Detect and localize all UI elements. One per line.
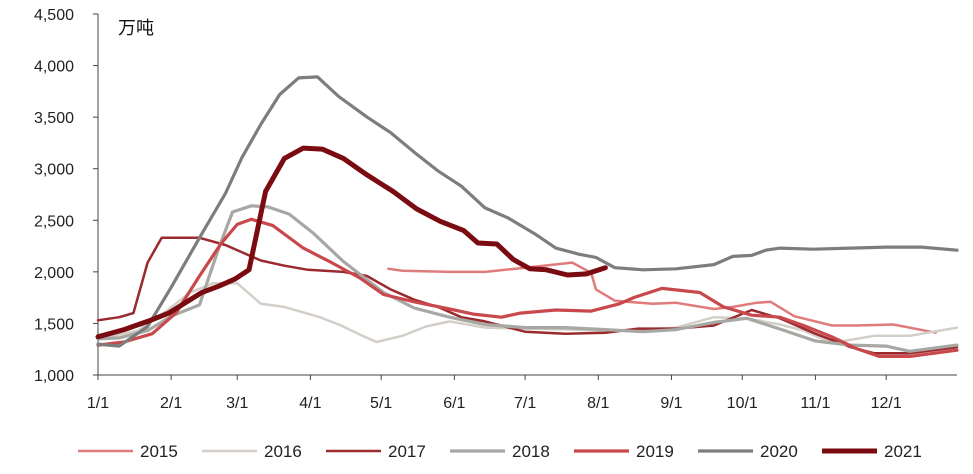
series-line-2018 [96, 204, 959, 353]
x-tick-label: 7/1 [514, 395, 536, 412]
y-axis: 1,000 1,500 2,000 2,500 3,000 3,500 4,000 4,500 [34, 7, 99, 385]
y-tick-label: 3,000 [34, 162, 74, 179]
y-tick-label: 2,500 [34, 213, 74, 230]
legend-item-2015: 2015 [78, 442, 178, 461]
y-tick-label: 1,000 [34, 368, 74, 385]
y-tick-label: 1,500 [34, 316, 74, 333]
x-tick-label: 10/1 [727, 395, 758, 412]
x-tick-label: 2/1 [160, 395, 182, 412]
y-tick-label: 4,500 [34, 7, 74, 24]
x-tick-label: 1/1 [87, 395, 109, 412]
x-axis: 1/1 2/1 3/1 4/1 5/1 6/1 7/1 8/1 9/1 10/1 11/1 12/1 [87, 374, 957, 412]
x-tick-label: 9/1 [660, 395, 682, 412]
legend-label: 2019 [636, 442, 674, 461]
legend-label: 2017 [388, 442, 426, 461]
x-tick-label: 5/1 [370, 395, 392, 412]
legend-label: 2018 [512, 442, 550, 461]
series-line-2019 [96, 217, 959, 358]
y-tick-label: 2,000 [34, 265, 74, 282]
x-tick-label: 12/1 [871, 395, 902, 412]
series-line-2020 [96, 75, 959, 348]
legend-item-2020: 2020 [698, 442, 798, 461]
legend: 2015 2016 2017 2018 2019 2020 2021 [78, 442, 922, 461]
unit-label: 万吨 [118, 18, 154, 39]
series-line-2021 [95, 145, 608, 340]
legend-item-2021: 2021 [822, 442, 922, 461]
x-tick-label: 3/1 [226, 395, 248, 412]
legend-item-2019: 2019 [574, 442, 674, 461]
x-tick-label: 11/1 [800, 395, 830, 412]
legend-label: 2016 [264, 442, 302, 461]
x-tick-label: 6/1 [443, 395, 465, 412]
x-tick-label: 4/1 [299, 395, 321, 412]
legend-label: 2021 [884, 442, 922, 461]
series-lines [95, 75, 959, 358]
legend-label: 2015 [140, 442, 178, 461]
legend-item-2016: 2016 [202, 442, 302, 461]
legend-item-2017: 2017 [326, 442, 426, 461]
legend-label: 2020 [760, 442, 798, 461]
x-tick-label: 8/1 [587, 395, 609, 412]
y-tick-label: 4,000 [34, 59, 74, 76]
legend-item-2018: 2018 [450, 442, 550, 461]
series-line-2015 [387, 261, 938, 334]
y-tick-label: 3,500 [34, 110, 74, 127]
